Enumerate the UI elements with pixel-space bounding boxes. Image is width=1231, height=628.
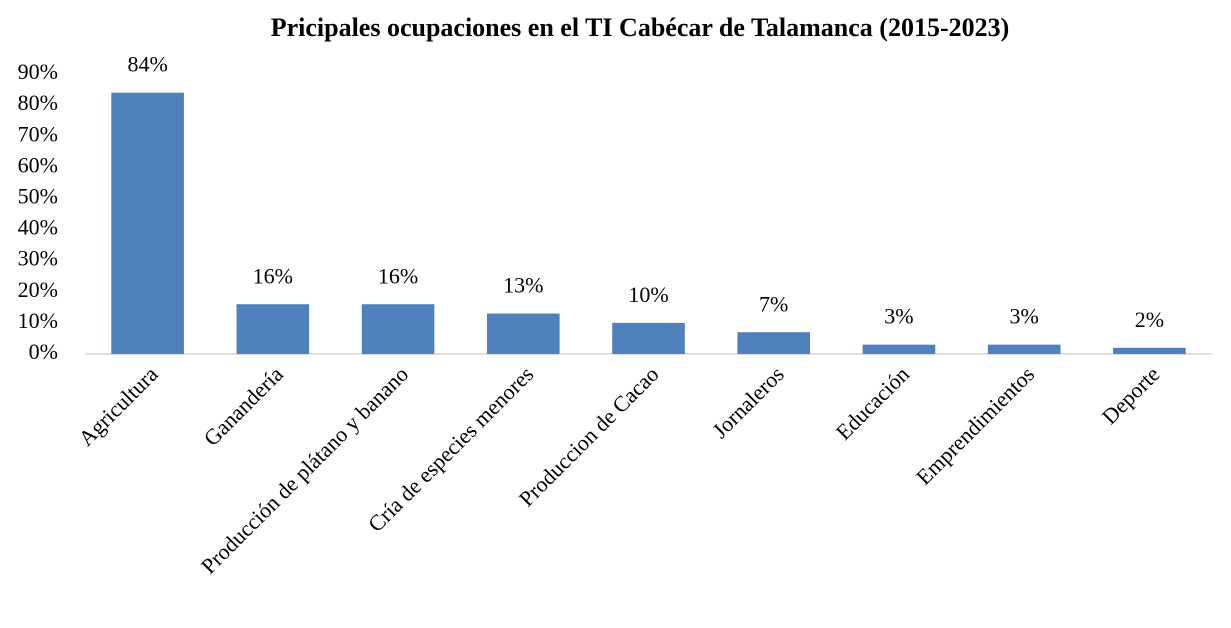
x-tick-label: Produccion de Cacao <box>514 361 664 511</box>
y-tick-label: 80% <box>18 90 58 115</box>
bar <box>987 344 1061 354</box>
bar <box>737 332 811 354</box>
data-label: 16% <box>253 263 293 288</box>
data-label: 3% <box>1010 304 1039 329</box>
bar <box>486 313 560 354</box>
y-tick-label: 60% <box>18 152 58 177</box>
bar <box>862 344 936 354</box>
y-tick-label: 90% <box>18 59 58 84</box>
y-tick-label: 70% <box>18 121 58 146</box>
data-label: 3% <box>884 304 913 329</box>
x-tick-label: Jornaleros <box>707 361 789 443</box>
chart-title: Pricipales ocupaciones en el TI Cabécar … <box>271 13 1010 42</box>
y-tick-label: 50% <box>18 183 58 208</box>
bar <box>236 304 310 354</box>
data-label: 10% <box>628 282 668 307</box>
y-tick-label: 40% <box>18 215 58 240</box>
y-tick-label: 20% <box>18 277 58 302</box>
data-label: 2% <box>1135 307 1164 332</box>
x-tick-label: Ganandería <box>199 361 289 451</box>
bar <box>1113 347 1186 354</box>
data-label: 13% <box>503 273 543 298</box>
x-tick-label: Agricultura <box>73 361 163 451</box>
x-tick-label: Emprendimientos <box>911 361 1039 489</box>
x-tick-label: Deporte <box>1097 361 1165 429</box>
y-tick-label: 0% <box>29 339 58 364</box>
data-label: 84% <box>127 52 167 77</box>
bar <box>361 304 435 354</box>
data-label: 16% <box>378 263 418 288</box>
y-tick-label: 30% <box>18 246 58 271</box>
bar <box>111 92 184 355</box>
x-tick-label: Producción de plátano y banano <box>196 361 413 578</box>
y-tick-label: 10% <box>18 308 58 333</box>
bar <box>612 322 685 354</box>
data-label: 7% <box>759 291 788 316</box>
x-tick-label: Educación <box>831 361 914 444</box>
